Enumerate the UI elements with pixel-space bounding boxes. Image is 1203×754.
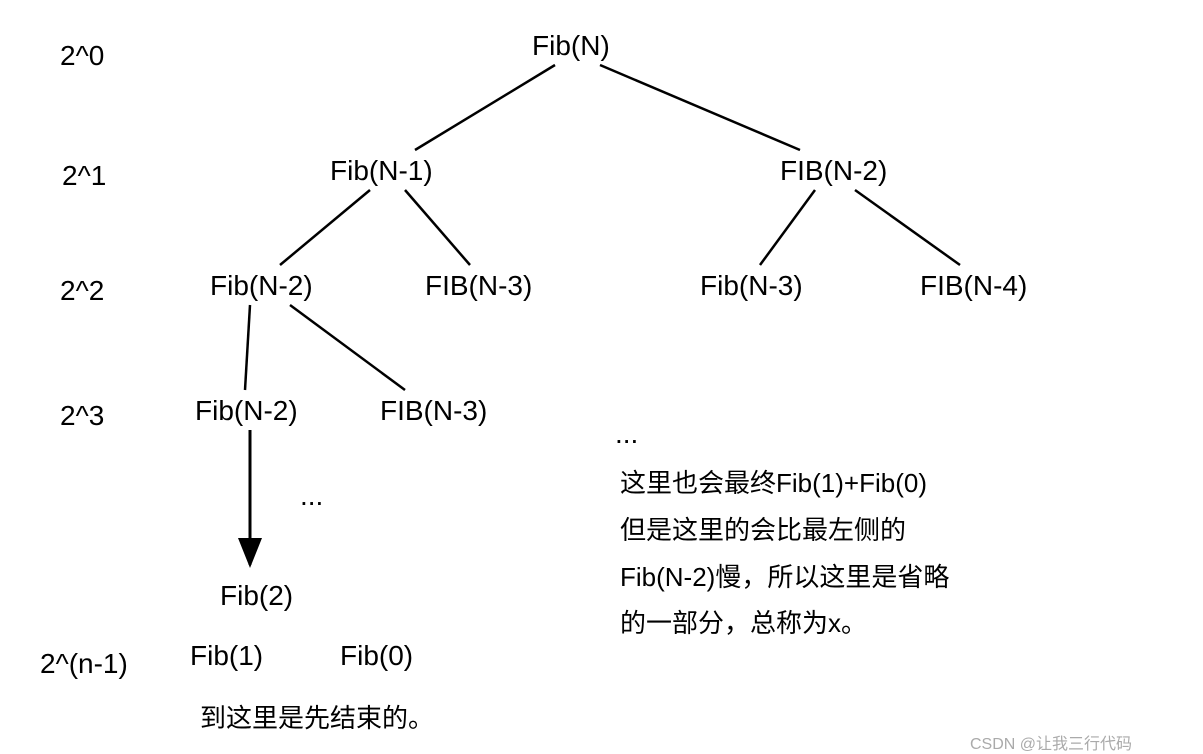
note-left: 到这里是先结束的。 <box>200 695 434 742</box>
edge-1 <box>600 65 800 150</box>
note-right-line-2: Fib(N-2)慢，所以这里是省略 <box>620 554 949 601</box>
node-fib1: Fib(1) <box>190 640 263 672</box>
node-fib2: Fib(2) <box>220 580 293 612</box>
level-label-2: 2^2 <box>60 275 104 307</box>
edge-7 <box>290 305 405 390</box>
edge-5 <box>855 190 960 265</box>
level-label-n: 2^(n-1) <box>40 648 128 680</box>
edge-3 <box>405 190 470 265</box>
watermark: CSDN @让我三行代码 <box>970 730 1132 754</box>
node-l3-a: Fib(N-2) <box>195 395 298 427</box>
level-label-3: 2^3 <box>60 400 104 432</box>
edge-2 <box>280 190 370 265</box>
edge-4 <box>760 190 815 265</box>
node-l2-d: FIB(N-4) <box>920 270 1027 302</box>
node-l3-b: FIB(N-3) <box>380 395 487 427</box>
node-root: Fib(N) <box>532 30 610 62</box>
level-label-0: 2^0 <box>60 40 104 72</box>
note-right-line-3: 的一部分，总称为x。 <box>620 600 949 647</box>
tree-edges <box>0 0 1203 754</box>
note-right: 这里也会最终Fib(1)+Fib(0) 但是这里的会比最左侧的 Fib(N-2)… <box>620 460 949 647</box>
edge-6 <box>245 305 250 390</box>
node-fib0: Fib(0) <box>340 640 413 672</box>
ellipsis-right: ... <box>615 418 638 450</box>
note-right-line-0: 这里也会最终Fib(1)+Fib(0) <box>620 460 949 507</box>
node-l1-right: FIB(N-2) <box>780 155 887 187</box>
node-l2-b: FIB(N-3) <box>425 270 532 302</box>
node-l2-c: Fib(N-3) <box>700 270 803 302</box>
ellipsis-left: ... <box>300 480 323 512</box>
node-l1-left: Fib(N-1) <box>330 155 433 187</box>
note-right-line-1: 但是这里的会比最左侧的 <box>620 507 949 554</box>
node-l2-a: Fib(N-2) <box>210 270 313 302</box>
level-label-1: 2^1 <box>62 160 106 192</box>
edge-0 <box>415 65 555 150</box>
